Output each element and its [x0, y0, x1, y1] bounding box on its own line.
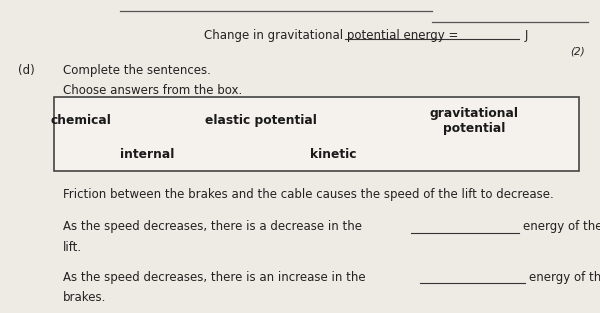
Text: internal: internal	[120, 148, 174, 162]
Text: chemical: chemical	[50, 114, 112, 127]
Text: gravitational
potential: gravitational potential	[430, 106, 518, 135]
Text: kinetic: kinetic	[310, 148, 356, 162]
Text: lift.: lift.	[63, 241, 82, 254]
Text: energy of the: energy of the	[523, 220, 600, 233]
Text: Friction between the brakes and the cable causes the speed of the lift to decrea: Friction between the brakes and the cabl…	[63, 187, 554, 201]
FancyBboxPatch shape	[54, 97, 579, 171]
Text: (d): (d)	[18, 64, 35, 77]
Text: brakes.: brakes.	[63, 291, 106, 305]
Text: energy of the: energy of the	[529, 270, 600, 284]
Text: As the speed decreases, there is an increase in the: As the speed decreases, there is an incr…	[63, 270, 365, 284]
Text: As the speed decreases, there is a decrease in the: As the speed decreases, there is a decre…	[63, 220, 362, 233]
Text: elastic potential: elastic potential	[205, 114, 317, 127]
Text: Complete the sentences.: Complete the sentences.	[63, 64, 211, 77]
Text: (2): (2)	[571, 47, 585, 57]
Text: Change in gravitational potential energy =: Change in gravitational potential energy…	[204, 29, 458, 43]
Text: J: J	[525, 29, 529, 43]
Text: Choose answers from the box.: Choose answers from the box.	[63, 84, 242, 97]
